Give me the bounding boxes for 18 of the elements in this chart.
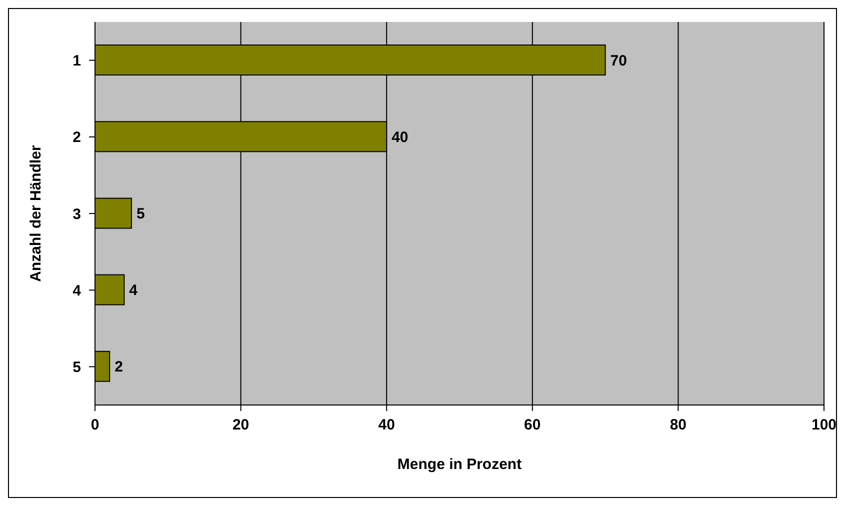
y-tick-label: 2 — [72, 129, 81, 146]
y-axis-title: Anzahl der Händler — [27, 144, 44, 282]
y-tick-label: 5 — [72, 359, 81, 376]
x-axis-title: Menge in Prozent — [397, 456, 522, 473]
data-label: 2 — [114, 358, 123, 376]
x-tick-label: 40 — [378, 416, 395, 434]
data-label: 70 — [610, 52, 627, 70]
x-tick-label: 0 — [90, 416, 100, 434]
y-tick-label: 1 — [72, 52, 81, 70]
x-tick-label: 80 — [670, 416, 687, 434]
x-tick-label: 20 — [232, 416, 250, 434]
x-tick-label: 100 — [811, 416, 837, 434]
y-tick-label: 4 — [72, 282, 82, 300]
data-label: 4 — [129, 282, 138, 300]
data-label: 5 — [136, 206, 145, 223]
y-tick-label: 3 — [72, 206, 81, 223]
data-label: 40 — [392, 128, 408, 146]
x-tick-label: 60 — [524, 416, 541, 434]
